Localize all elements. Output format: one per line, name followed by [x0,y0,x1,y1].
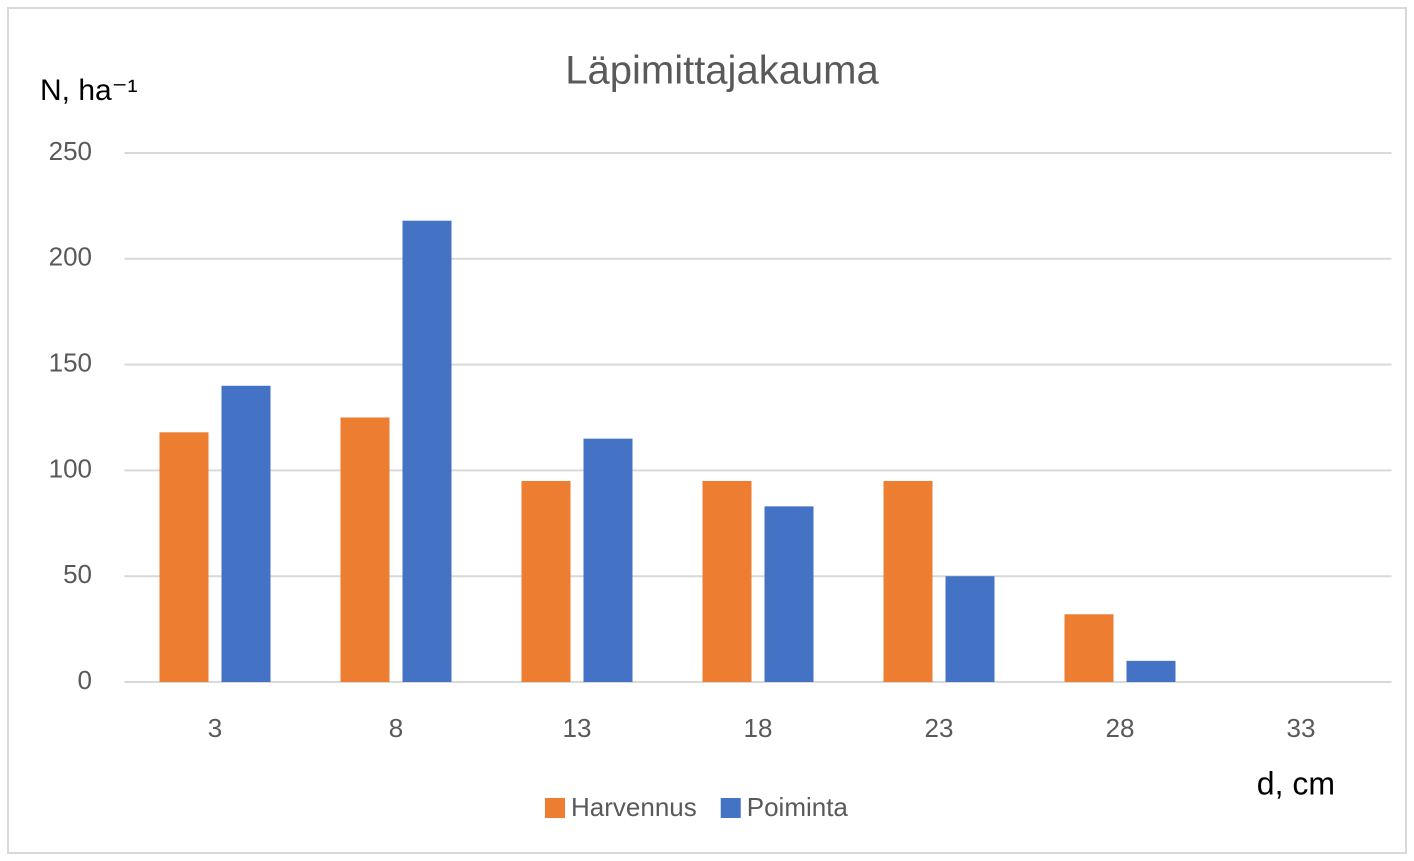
y-tick-label: 150 [49,347,92,377]
y-tick-label: 250 [49,136,92,166]
legend-label: Poiminta [747,792,849,822]
legend-swatch [720,798,741,818]
bar [159,432,209,682]
x-tick-label: 28 [1106,713,1135,743]
bar [402,220,452,682]
legend-label: Harvennus [571,792,697,822]
y-tick-label: 100 [49,453,92,483]
chart-title: Läpimittajakauma [565,49,879,93]
y-tick-label: 50 [63,559,92,589]
x-tick-label: 18 [744,713,773,743]
y-axis-label: N, ha⁻¹ [40,74,138,107]
bar [583,438,633,682]
x-tick-label: 8 [389,713,403,743]
x-tick-label: 33 [1287,713,1316,743]
bar [521,480,571,682]
x-tick-label: 3 [208,713,222,743]
x-axis-label: d, cm [1257,765,1335,801]
bar [883,480,933,682]
y-tick-label: 200 [49,242,92,272]
bar [340,417,390,682]
bar [702,480,752,682]
bar [221,385,271,682]
bar [945,576,995,682]
x-tick-label: 23 [925,713,954,743]
bar [764,506,814,682]
bar [1064,614,1114,682]
y-tick-label: 0 [78,665,92,695]
x-tick-label: 13 [563,713,592,743]
legend-swatch [545,798,565,818]
bar [1126,660,1176,682]
